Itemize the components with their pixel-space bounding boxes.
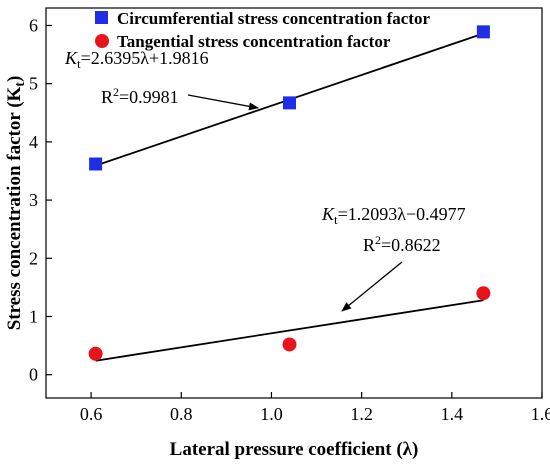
circumferential-data-point [476,25,490,39]
y-axis-ticks: 0 1 2 3 4 5 6 [29,15,52,385]
y-tick-label: 5 [29,74,38,94]
legend-marker-circumferential [95,11,108,24]
circumferential-data-point [89,157,103,171]
x-axis-label: Lateral pressure coefficient (λ) [170,439,419,460]
tangential-data-point [476,286,491,301]
y-axis-label-close: ) [4,76,25,82]
fit-equation-tangential: Kt=1.2093λ−0.4977 [321,204,466,227]
legend-label-circumferential: Circumferential stress concentration fac… [117,9,430,28]
x-tick-label: 0.8 [170,404,193,424]
y-axis-label-sub: t [13,82,28,87]
y-tick-label: 2 [29,248,38,268]
circumferential-data-point [282,96,296,110]
x-tick-label: 1.4 [441,404,464,424]
r-squared-tangential: R2=0.8622 [363,233,441,255]
y-tick-label: 6 [29,15,38,35]
y-axis-label-main: Stress concentration factor (K [4,86,25,330]
y-tick-label: 0 [29,365,38,385]
fit-line-tangential [95,299,484,362]
fit-equation-circumferential: Kt=2.6395λ+1.9816 [64,48,209,71]
legend-label-tangential: Tangential stress concentration factor [117,32,391,51]
x-tick-label: 1.0 [260,404,283,424]
tangential-data-point [282,337,297,352]
y-tick-label: 1 [29,307,38,327]
annotation-arrow-circumferential [187,94,259,111]
x-tick-label: 1.6 [531,404,550,424]
x-tick-label: 1.2 [350,404,373,424]
x-axis-ticks: 0.6 0.8 1.0 1.2 1.4 1.6 [80,392,550,424]
y-tick-label: 3 [29,190,38,210]
r-squared-circumferential: R2=0.9981 [101,85,179,107]
plot-frame [45,7,543,399]
y-axis-label: Stress concentration factor (Kt) [4,76,28,331]
annotation-arrow-tangential [341,261,403,312]
x-tick-label: 0.6 [80,404,103,424]
tangential-data-point [88,346,103,361]
data-points [88,25,491,361]
legend: Circumferential stress concentration fac… [95,9,430,51]
y-tick-label: 4 [29,132,38,152]
legend-marker-tangential [95,34,109,48]
